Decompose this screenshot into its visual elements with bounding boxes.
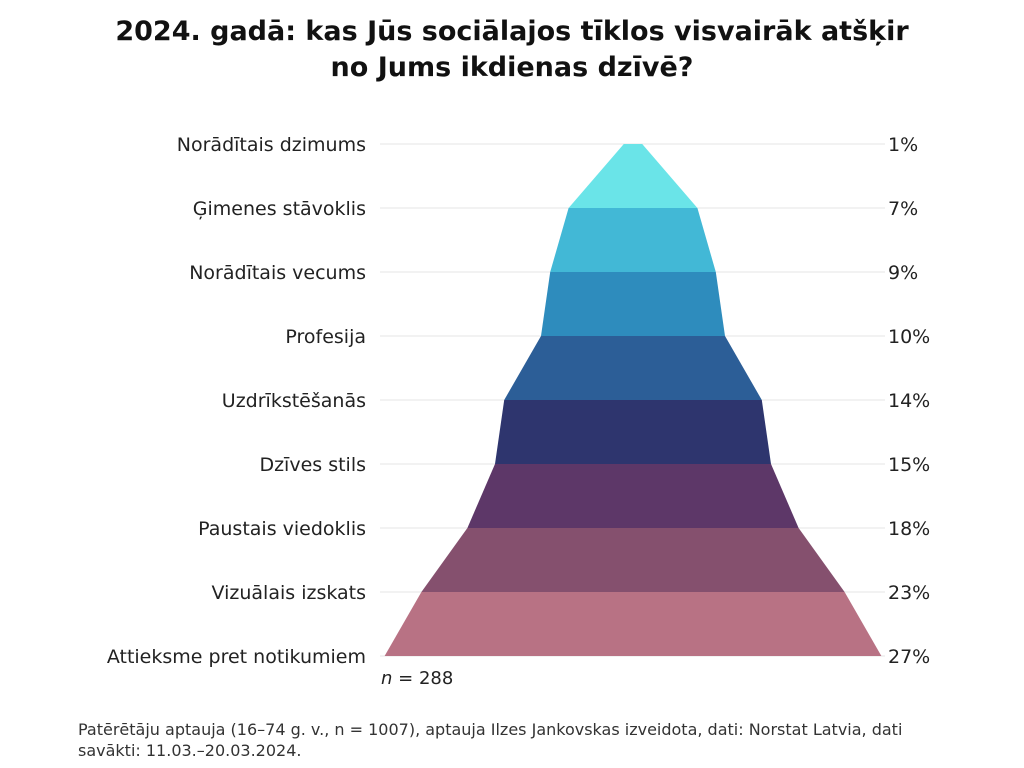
chart-title: 2024. gadā: kas Jūs sociālajos tīklos vi… bbox=[0, 14, 1024, 86]
category-label: Ģimenes stāvoklis bbox=[193, 198, 366, 220]
pyramid-segment bbox=[384, 592, 882, 656]
value-label: 18% bbox=[888, 518, 930, 540]
value-label: 7% bbox=[888, 198, 918, 220]
sample-size-note: n = 288 bbox=[381, 668, 453, 689]
pyramid-segment bbox=[495, 400, 771, 464]
category-label: Norādītais dzimums bbox=[177, 134, 366, 156]
value-label: 23% bbox=[888, 582, 930, 604]
value-label: 9% bbox=[888, 262, 918, 284]
value-label: 15% bbox=[888, 454, 930, 476]
sample-size-symbol: n bbox=[381, 668, 393, 689]
pyramid-segment bbox=[550, 208, 716, 272]
pyramid-segment bbox=[541, 272, 725, 336]
category-label: Profesija bbox=[285, 326, 366, 348]
category-label: Uzdrīkstēšanās bbox=[222, 390, 366, 412]
category-label: Norādītais vecums bbox=[189, 262, 366, 284]
category-label: Paustais viedoklis bbox=[198, 518, 366, 540]
value-label: 27% bbox=[888, 646, 930, 668]
chart-title-line-2: no Jums ikdienas dzīvē? bbox=[330, 52, 694, 83]
pyramid-segment bbox=[568, 144, 698, 208]
value-label: 1% bbox=[888, 134, 918, 156]
pyramid-segment bbox=[467, 464, 799, 528]
category-label: Vizuālais izskats bbox=[212, 582, 366, 604]
source-note: Patērētāju aptauja (16–74 g. v., n = 100… bbox=[78, 720, 903, 760]
value-label: 10% bbox=[888, 326, 930, 348]
value-label: 14% bbox=[888, 390, 930, 412]
category-label: Attieksme pret notikumiem bbox=[107, 646, 366, 668]
pyramid-segment bbox=[504, 336, 762, 400]
sample-size-value: = 288 bbox=[398, 668, 454, 689]
category-label: Dzīves stils bbox=[259, 454, 366, 476]
chart-title-line-1: 2024. gadā: kas Jūs sociālajos tīklos vi… bbox=[115, 16, 909, 47]
pyramid-segment bbox=[421, 528, 845, 592]
